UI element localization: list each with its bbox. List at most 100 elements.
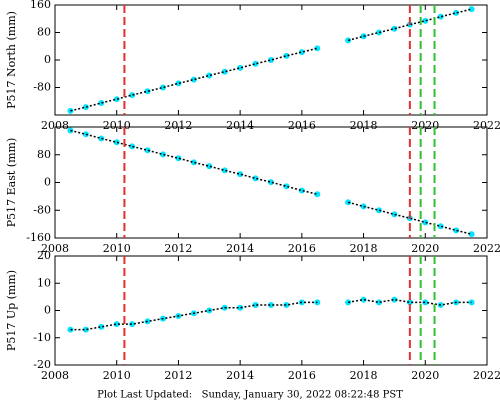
x-tick-label: 2014	[226, 119, 254, 132]
y-tick-label: 160	[30, 0, 51, 11]
data-point	[221, 68, 228, 75]
data-point	[98, 323, 105, 330]
data-point	[283, 183, 290, 190]
data-point	[82, 104, 89, 111]
data-point	[422, 299, 429, 306]
y-tick-label: -10	[33, 331, 51, 344]
data-point	[129, 321, 136, 328]
x-tick-label: 2012	[164, 369, 192, 382]
data-point	[113, 139, 120, 146]
x-tick-label: 2022	[473, 369, 500, 382]
data-point	[283, 302, 290, 309]
x-tick-label: 2008	[41, 242, 69, 255]
data-point	[314, 191, 321, 198]
data-point	[437, 223, 444, 230]
model-line	[70, 129, 472, 235]
model-line	[70, 8, 472, 112]
x-tick-label: 2014	[226, 242, 254, 255]
data-point	[144, 147, 151, 154]
data-point	[206, 163, 213, 170]
data-point	[283, 52, 290, 59]
data-point	[190, 76, 197, 83]
x-tick-label: 2020	[411, 242, 439, 255]
data-point	[406, 299, 413, 306]
data-point	[453, 9, 460, 16]
data-point	[360, 33, 367, 40]
data-point	[314, 45, 321, 52]
x-tick-label: 2018	[350, 119, 378, 132]
data-point	[82, 131, 89, 138]
data-point	[298, 187, 305, 194]
y-tick-label: -160	[26, 231, 51, 244]
y-tick-label: 0	[44, 176, 51, 189]
y-tick-label: 20	[37, 249, 51, 262]
data-point	[252, 175, 259, 182]
data-point	[268, 57, 274, 63]
data-point	[129, 143, 136, 150]
x-tick-label: 2016	[288, 369, 316, 382]
data-point	[98, 135, 105, 142]
data-point	[268, 302, 274, 309]
data-point	[391, 296, 398, 303]
model-line	[70, 298, 472, 331]
data-point	[422, 219, 429, 226]
data-point	[113, 321, 120, 328]
data-point	[422, 17, 429, 24]
data-point	[82, 326, 89, 333]
data-point	[160, 151, 166, 158]
data-point	[376, 299, 382, 306]
y-axis-label: P517 East (mm)	[5, 138, 18, 228]
data-point	[360, 203, 367, 210]
data-point	[252, 302, 259, 309]
data-point	[453, 227, 460, 234]
data-point	[237, 171, 244, 178]
data-point	[144, 88, 151, 95]
data-point	[437, 13, 444, 20]
x-tick-label: 2008	[41, 369, 69, 382]
x-tick-label: 2018	[350, 369, 378, 382]
y-tick-label: 0	[44, 53, 51, 66]
data-point	[98, 99, 105, 106]
y-tick-label: 80	[37, 148, 51, 161]
y-tick-label: 10	[37, 276, 51, 289]
y-axis-label: P517 Up (mm)	[5, 270, 18, 351]
data-point	[237, 304, 244, 311]
data-point	[391, 25, 398, 32]
x-tick-label: 2012	[164, 242, 192, 255]
y-tick-label: -80	[33, 81, 51, 94]
x-tick-label: 2010	[103, 242, 131, 255]
x-tick-label: 2008	[41, 119, 69, 132]
data-point	[360, 296, 367, 303]
data-point	[391, 211, 398, 218]
data-point	[376, 29, 382, 36]
data-point	[298, 49, 305, 56]
data-point	[206, 72, 213, 79]
data-point	[252, 60, 259, 67]
x-tick-label: 2020	[411, 119, 439, 132]
data-point	[175, 155, 182, 162]
x-tick-label: 2010	[103, 369, 131, 382]
x-tick-label: 2022	[473, 119, 500, 132]
x-tick-label: 2012	[164, 119, 192, 132]
x-tick-label: 2016	[288, 242, 316, 255]
y-tick-label: 80	[37, 26, 51, 39]
data-point	[468, 231, 475, 238]
data-point	[268, 179, 274, 186]
y-tick-label: 0	[44, 304, 51, 317]
x-tick-label: 2020	[411, 369, 439, 382]
plot-frame	[54, 255, 488, 366]
data-point	[129, 92, 136, 99]
x-tick-label: 2016	[288, 119, 316, 132]
data-point	[160, 84, 166, 91]
footer: Plot Last Updated: Sunday, January 30, 2…	[97, 390, 403, 401]
y-tick-label: -80	[33, 203, 51, 216]
data-point	[190, 159, 197, 166]
data-point	[468, 6, 475, 13]
y-axis-label: P517 North (mm)	[5, 11, 18, 109]
data-point	[376, 207, 382, 214]
data-point	[113, 96, 120, 103]
data-point	[175, 80, 182, 87]
x-tick-label: 2018	[350, 242, 378, 255]
x-tick-label: 2014	[226, 369, 254, 382]
